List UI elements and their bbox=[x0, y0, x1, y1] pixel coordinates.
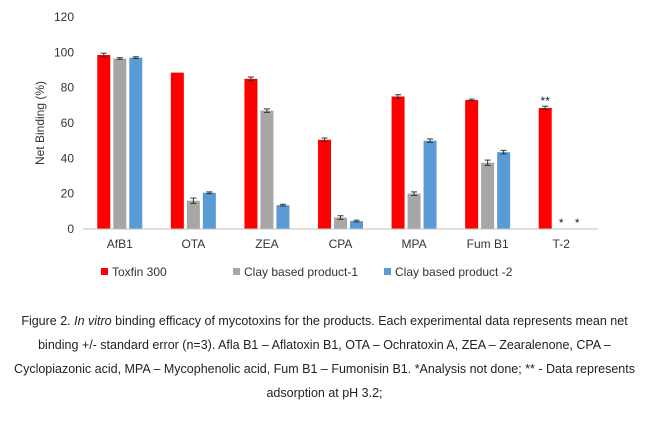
figure-caption: Figure 2. In vitro binding efficacy of m… bbox=[8, 309, 641, 405]
x-category-label: OTA bbox=[181, 237, 205, 251]
caption-prefix: Figure 2. bbox=[21, 314, 75, 328]
y-tick-label: 60 bbox=[61, 116, 75, 130]
legend-label: Toxfin 300 bbox=[112, 265, 167, 279]
y-tick-label: 80 bbox=[61, 81, 75, 95]
bar-toxfin-300-mpa bbox=[391, 96, 405, 229]
x-category-label: MPA bbox=[402, 237, 427, 251]
caption-text: binding efficacy of mycotoxins for the p… bbox=[14, 314, 635, 400]
bar-toxfin-300-cpa bbox=[318, 139, 331, 229]
bar-toxfin-300-ota bbox=[170, 72, 184, 230]
bar-clay-based-product-1-cpa bbox=[334, 217, 347, 229]
bar-toxfin-300-zea bbox=[244, 78, 258, 229]
x-category-label: T-2 bbox=[553, 237, 571, 251]
bar-toxfin-300-fum-b1 bbox=[465, 100, 479, 230]
caption-italic: In vitro bbox=[74, 314, 112, 328]
bar-clay-based-product-1-afb1 bbox=[113, 58, 127, 230]
legend-label: Clay based product -2 bbox=[395, 265, 513, 279]
bar-annotation: * bbox=[559, 216, 564, 230]
bar-annotation: ** bbox=[541, 94, 551, 108]
bar-toxfin-300-t-2 bbox=[538, 107, 552, 229]
bar-clay-based-product-1-mpa bbox=[407, 193, 421, 229]
x-category-label: Fum B1 bbox=[467, 237, 509, 251]
bar-clay-based-product-1-ota bbox=[186, 200, 200, 229]
bar-chart-svg: 0 20 40 60 80 100 120 Net Binding (%) AfB1 OTA ZEA… bbox=[33, 10, 598, 279]
bar-clay-based-product-2-ota bbox=[202, 192, 216, 229]
legend-label: Clay based product-1 bbox=[244, 265, 358, 279]
legend-swatch bbox=[384, 268, 391, 275]
legend-swatch bbox=[101, 268, 108, 275]
y-tick-label: 20 bbox=[61, 187, 75, 201]
bar-toxfin-300-afb1 bbox=[97, 54, 111, 229]
y-tick-label: 120 bbox=[54, 10, 74, 24]
y-tick-label: 40 bbox=[61, 151, 75, 165]
y-tick-label: 100 bbox=[54, 45, 74, 59]
legend-swatch bbox=[233, 268, 240, 275]
bar-clay-based-product-1-fum-b1 bbox=[481, 162, 495, 229]
x-category-label: ZEA bbox=[255, 237, 278, 251]
chart: 0 20 40 60 80 100 120 Net Binding (%) AfB1 OTA ZEA… bbox=[33, 10, 598, 279]
y-axis-title: Net Binding (%) bbox=[33, 81, 47, 165]
bar-clay-based-product-2-cpa bbox=[350, 221, 363, 229]
y-tick-label: 0 bbox=[67, 222, 74, 236]
x-category-label: AfB1 bbox=[107, 237, 133, 251]
bar-annotation: * bbox=[575, 216, 580, 230]
bar-clay-based-product-2-afb1 bbox=[129, 57, 143, 230]
bar-clay-based-product-2-zea bbox=[276, 205, 290, 229]
bar-clay-based-product-2-mpa bbox=[423, 140, 437, 229]
x-category-label: CPA bbox=[329, 237, 353, 251]
bar-clay-based-product-1-zea bbox=[260, 110, 274, 229]
bar-clay-based-product-2-fum-b1 bbox=[497, 152, 511, 229]
